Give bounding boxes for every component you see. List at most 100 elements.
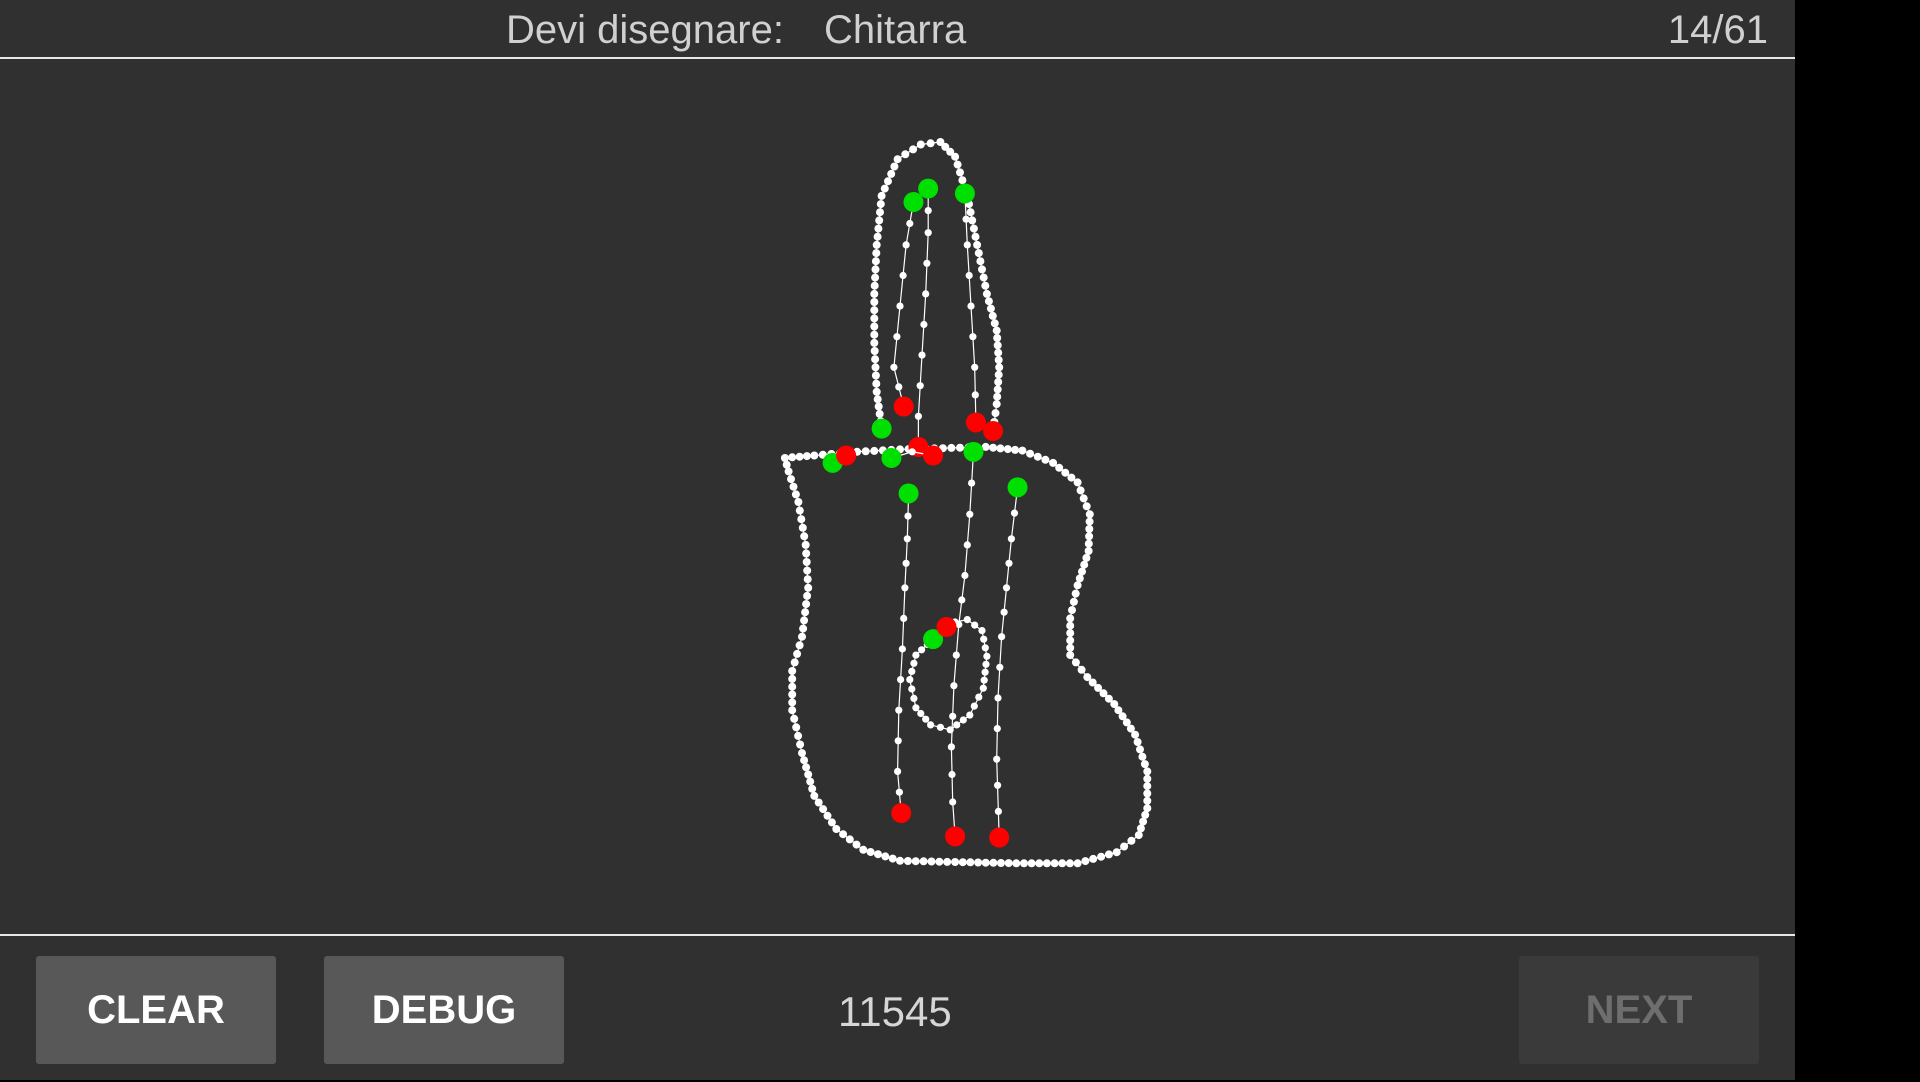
clear-button[interactable]: CLEAR <box>36 956 276 1064</box>
stroke-start-marker <box>1007 477 1028 498</box>
stroke-point <box>956 168 964 177</box>
stroke-point <box>1004 859 1013 868</box>
stroke-point <box>801 608 810 617</box>
stroke-start-marker <box>903 192 924 213</box>
stroke-point <box>1011 445 1020 454</box>
stroke-point <box>1027 859 1036 868</box>
stroke-point <box>961 571 969 580</box>
stroke-point <box>956 443 964 452</box>
stroke-point <box>1055 463 1064 472</box>
stroke-point <box>1067 473 1076 482</box>
stroke-point <box>980 676 988 684</box>
stroke-point <box>1143 796 1152 805</box>
stroke-point <box>1131 730 1140 739</box>
stroke-point <box>788 690 797 699</box>
stroke-point <box>910 659 918 667</box>
stroke-line <box>917 188 929 447</box>
stroke-point <box>870 314 879 323</box>
stroke-point <box>871 355 880 364</box>
stroke-point <box>802 558 811 566</box>
stroke-point <box>871 371 880 380</box>
stroke-point <box>810 791 819 800</box>
stroke-point <box>1050 859 1059 868</box>
stroke-point <box>1081 857 1090 866</box>
stroke-start-marker <box>963 441 984 462</box>
stroke-point <box>1143 767 1152 776</box>
stroke-point <box>912 704 920 712</box>
stroke-point <box>951 152 960 161</box>
stroke-line <box>893 201 915 407</box>
stroke-point <box>1005 559 1013 567</box>
stroke-point <box>947 443 956 452</box>
stroke-point <box>1120 842 1129 851</box>
stroke-point <box>795 452 804 461</box>
stroke-point <box>1085 525 1094 533</box>
stroke-point <box>983 652 991 660</box>
stroke-point <box>989 858 998 867</box>
stroke-point <box>950 682 958 690</box>
stroke-point <box>935 857 944 866</box>
stroke-line <box>784 446 1148 864</box>
stroke-point <box>803 591 812 600</box>
stroke-point <box>993 725 1001 733</box>
stroke-point <box>1110 700 1119 709</box>
stroke-point <box>1143 804 1152 813</box>
stroke-point <box>1003 445 1012 454</box>
stroke-point <box>803 566 812 575</box>
stroke-point <box>986 304 995 313</box>
stroke-point <box>796 740 805 749</box>
stroke-point <box>898 645 907 653</box>
stroke-point <box>941 142 950 151</box>
stroke-point <box>871 257 880 266</box>
stroke-point <box>1082 553 1091 562</box>
stroke-point <box>874 402 883 411</box>
next-button[interactable]: NEXT <box>1519 956 1759 1064</box>
stroke-point <box>994 378 1003 386</box>
stroke-point <box>895 383 903 391</box>
drawing-canvas[interactable] <box>0 59 1795 934</box>
stroke-point <box>881 852 890 861</box>
stroke-point <box>1085 517 1094 526</box>
stroke-point <box>910 694 918 703</box>
stroke-point <box>920 320 928 329</box>
stroke-point <box>793 649 802 658</box>
stroke-point <box>992 400 1001 409</box>
stroke-point <box>971 232 980 241</box>
stroke-point <box>888 854 897 863</box>
system-nav-bar <box>1795 0 1920 1080</box>
stroke-point <box>1134 831 1143 840</box>
stroke-point <box>800 756 809 765</box>
stroke-line <box>950 451 975 837</box>
stroke-point <box>890 162 899 171</box>
stroke-point <box>803 575 812 584</box>
stroke-point <box>1118 712 1127 721</box>
stroke-point <box>1066 629 1075 638</box>
stroke-point <box>875 409 884 418</box>
stroke-point <box>981 281 990 290</box>
stroke-point <box>1084 539 1093 548</box>
stroke-point <box>966 208 975 217</box>
stroke-point <box>997 859 1005 867</box>
stroke-end-marker <box>936 616 957 637</box>
stroke-point <box>924 229 932 237</box>
stroke-point <box>981 644 989 652</box>
stroke-end-marker <box>965 412 986 433</box>
stroke-point <box>1114 706 1123 715</box>
stroke-point <box>1139 817 1148 826</box>
stroke-point <box>904 512 912 520</box>
stroke-point <box>790 714 799 723</box>
stroke-point <box>916 140 925 149</box>
stroke-point <box>866 848 875 856</box>
stroke-point <box>1020 859 1028 868</box>
stroke-point <box>946 147 955 156</box>
debug-button[interactable]: DEBUG <box>324 956 564 1064</box>
stroke-point <box>1136 824 1145 833</box>
stroke-point <box>880 184 889 193</box>
stroke-point <box>924 207 932 215</box>
stroke-point <box>1140 760 1149 769</box>
stroke-point <box>922 290 930 298</box>
stroke-point <box>958 596 966 604</box>
progress-counter: 14/61 <box>1667 8 1768 52</box>
stroke-point <box>966 711 974 719</box>
stroke-point <box>1000 608 1008 616</box>
